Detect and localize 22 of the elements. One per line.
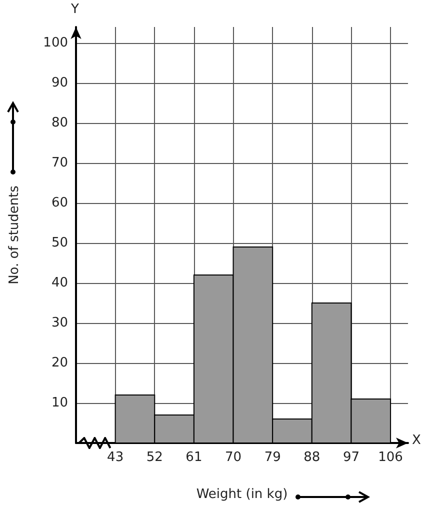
y-tick-label: 100 (43, 36, 68, 50)
x-tick-label: 61 (186, 450, 202, 465)
x-tick-label: 106 (378, 450, 403, 465)
y-axis-title: No. of students (7, 185, 22, 284)
y-tick-label: 60 (51, 196, 68, 210)
y-tick-label: 20 (51, 356, 68, 370)
x-tick-label: 70 (224, 450, 242, 465)
text: Y (70, 2, 79, 17)
y-tick-label: 50 (51, 236, 68, 250)
x-axis-title: Weight (in kg) (196, 487, 288, 502)
x-tick-label: 79 (264, 450, 281, 465)
y-tick-label: 40 (51, 276, 68, 290)
y-tick-label: 10 (51, 396, 68, 410)
x-tick-label: 97 (342, 450, 360, 465)
text: X (412, 433, 421, 448)
x-tick-label: 52 (146, 450, 163, 465)
y-tick-label: 70 (51, 156, 68, 170)
y-tick-label: 30 (51, 316, 68, 330)
x-tick-label: 88 (304, 450, 320, 465)
x-tick-label: 43 (107, 450, 124, 465)
y-tick-label: 90 (51, 76, 68, 90)
y-tick-label: 80 (51, 116, 68, 130)
